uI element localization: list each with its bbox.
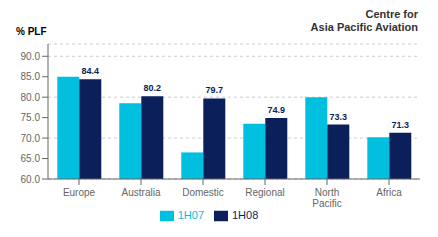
svg-text:Australia: Australia	[122, 187, 161, 198]
html-text:Centre for: Centre for	[365, 8, 418, 20]
svg-text:NorthPacific: NorthPacific	[312, 187, 341, 209]
svg-text:73.3: 73.3	[330, 112, 348, 122]
svg-text:Africa: Africa	[376, 187, 402, 198]
html-text:1H07: 1H07	[177, 209, 204, 221]
svg-text:75.0: 75.0	[21, 112, 41, 123]
svg-text:90.0: 90.0	[21, 51, 41, 62]
svg-text:Regional: Regional	[245, 187, 284, 198]
svg-text:80.0: 80.0	[21, 92, 41, 103]
svg-text:85.0: 85.0	[21, 71, 41, 82]
svg-text:84.4: 84.4	[82, 66, 100, 76]
svg-text:74.9: 74.9	[268, 105, 286, 115]
html-text:% PLF: % PLF	[16, 26, 47, 37]
svg-text:Europe: Europe	[63, 187, 96, 198]
svg-text:60.0: 60.0	[21, 174, 41, 185]
svg-text:Domestic: Domestic	[182, 187, 224, 198]
svg-text:70.0: 70.0	[21, 133, 41, 144]
svg-text:79.7: 79.7	[206, 85, 224, 95]
html-text:1H08: 1H08	[232, 209, 259, 221]
html-text:Asia Pacific Aviation: Asia Pacific Aviation	[310, 21, 418, 33]
svg-text:71.3: 71.3	[392, 120, 410, 130]
svg-text:65.0: 65.0	[21, 153, 41, 164]
svg-text:80.2: 80.2	[144, 83, 162, 93]
